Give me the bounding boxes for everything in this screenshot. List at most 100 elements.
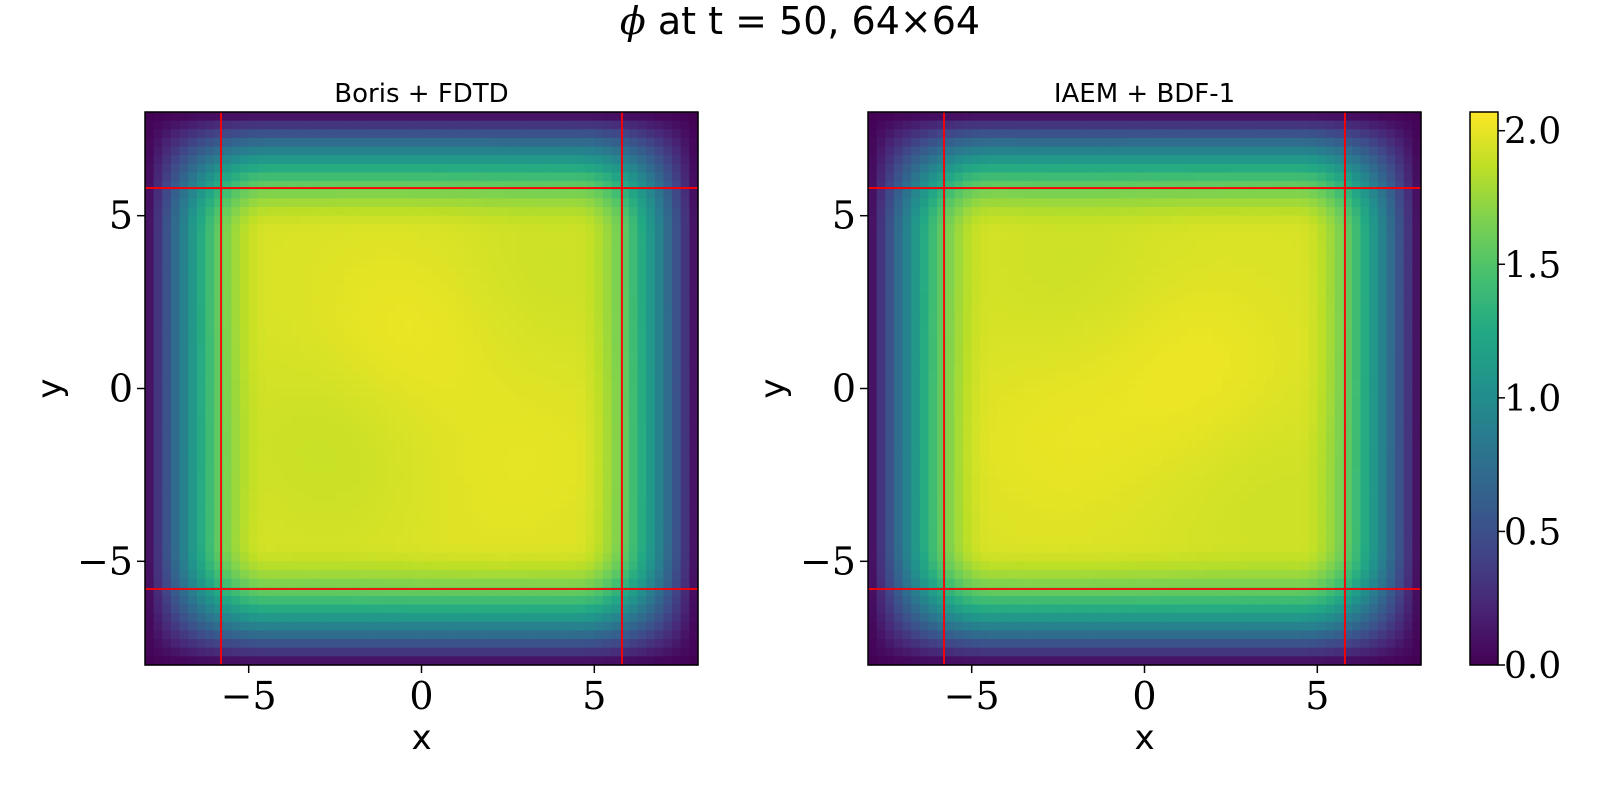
heatmap-cell [231, 371, 241, 381]
heatmap-cell [412, 215, 423, 225]
heatmap-cell [525, 639, 535, 649]
heatmap-cell [145, 258, 155, 269]
heatmap-cell [1049, 215, 1059, 225]
heatmap-cell [240, 258, 250, 269]
heatmap-cell [170, 457, 181, 467]
heatmap-cell [481, 137, 492, 148]
heatmap-cell [481, 172, 492, 182]
heatmap-cell [265, 232, 276, 243]
heatmap-cell [507, 483, 518, 493]
heatmap-cell [1058, 189, 1068, 200]
heatmap-cell [231, 474, 241, 485]
heatmap-cell [231, 250, 241, 260]
heatmap-cell [326, 284, 336, 295]
heatmap-cell [438, 371, 449, 381]
heatmap-cell [594, 172, 604, 182]
heatmap-cell [1343, 207, 1353, 217]
heatmap-cell [620, 371, 630, 381]
heatmap-cell [490, 466, 500, 476]
heatmap-cell [637, 302, 647, 312]
heatmap-cell [309, 440, 319, 450]
heatmap-cell [507, 276, 518, 286]
heatmap-cell [170, 241, 181, 251]
heatmap-cell [646, 198, 656, 208]
heatmap-cell [447, 621, 457, 632]
heatmap-cell [188, 492, 198, 502]
heatmap-cell [980, 198, 990, 208]
heatmap-cell [361, 474, 371, 485]
heatmap-cell [257, 302, 267, 312]
heatmap-cell [602, 319, 613, 329]
heatmap-cell [170, 613, 181, 623]
heatmap-cell [1084, 137, 1094, 148]
heatmap-cell [179, 371, 189, 381]
heatmap-cell [300, 569, 310, 580]
heatmap-cell [611, 302, 621, 312]
heatmap-cell [188, 362, 198, 372]
heatmap-cell [902, 181, 912, 191]
heatmap-cell [438, 336, 449, 346]
heatmap-cell [240, 362, 250, 372]
heatmap-cell [464, 137, 474, 148]
heatmap-cell [919, 181, 930, 191]
heatmap-cell [456, 284, 466, 295]
heatmap-cell [542, 613, 552, 623]
heatmap-cell [170, 353, 181, 364]
heatmap-cell [1196, 112, 1206, 122]
heatmap-cell [430, 258, 440, 269]
heatmap-cell [680, 500, 690, 511]
heatmap-cell [196, 423, 207, 433]
heatmap-cell [343, 483, 353, 493]
heatmap-cell [196, 319, 207, 329]
heatmap-cell [430, 457, 440, 467]
heatmap-cell [628, 336, 639, 346]
heatmap-cell [481, 500, 492, 511]
heatmap-cell [326, 492, 336, 502]
heatmap-cell [654, 129, 665, 139]
heatmap-cell [447, 302, 457, 312]
heatmap-cell [499, 448, 509, 459]
heatmap-cell [361, 284, 371, 295]
heatmap-cell [594, 284, 604, 295]
heatmap-cell [611, 414, 621, 424]
heatmap-cell [637, 647, 647, 657]
heatmap-cell [594, 397, 604, 407]
heatmap-cell [637, 492, 647, 502]
heatmap-cell [464, 509, 474, 519]
heatmap-cell [412, 267, 423, 277]
heatmap-cell [291, 189, 302, 200]
heatmap-cell [257, 526, 267, 536]
heatmap-cell [551, 250, 561, 260]
heatmap-cell [421, 293, 431, 303]
heatmap-cell [248, 630, 258, 640]
heatmap-cell [404, 595, 414, 606]
heatmap-cell [954, 189, 964, 200]
heatmap-cell [447, 112, 457, 122]
heatmap-cell [153, 483, 163, 493]
heatmap-cell [283, 362, 293, 372]
heatmap-cell [885, 137, 895, 148]
heatmap-cell [205, 405, 215, 416]
heatmap-cell [343, 241, 353, 251]
heatmap-cell [283, 267, 293, 277]
heatmap-cell [611, 552, 621, 562]
heatmap-cell [542, 215, 552, 225]
heatmap-cell [265, 621, 276, 632]
heatmap-cell [490, 561, 500, 571]
heatmap-cell [456, 181, 466, 191]
heatmap-cell [1403, 155, 1413, 165]
heatmap-cell [240, 302, 250, 312]
heatmap-cell [481, 189, 492, 200]
heatmap-cell [1265, 215, 1275, 225]
heatmap-cell [568, 284, 578, 295]
heatmap-cell [317, 621, 328, 632]
heatmap-cell [412, 310, 423, 320]
heatmap-cell [533, 362, 544, 372]
heatmap-cell [1049, 146, 1059, 156]
heatmap-cell [689, 561, 699, 571]
heatmap-cell [568, 604, 578, 614]
heatmap-cell [153, 198, 163, 208]
heatmap-cell [1369, 112, 1379, 122]
heatmap-cell [680, 526, 690, 536]
heatmap-cell [620, 604, 630, 614]
